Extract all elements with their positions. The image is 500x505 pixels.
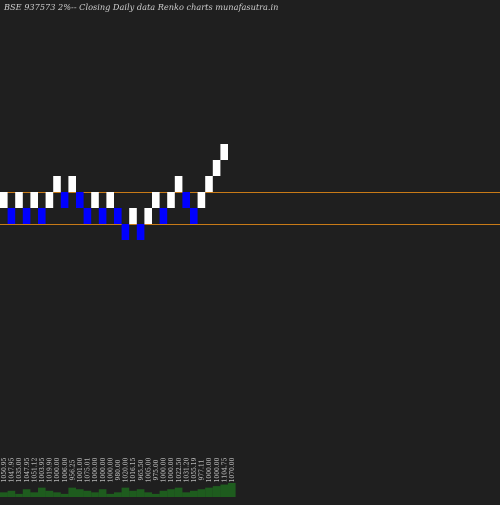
x-axis-label: 1000.00 xyxy=(214,457,221,482)
volume-bars xyxy=(0,483,236,497)
volume-bar xyxy=(30,492,38,497)
x-axis-label: 975.00 xyxy=(153,459,160,480)
renko-brick xyxy=(220,144,228,160)
renko-brick xyxy=(136,224,145,240)
volume-bar xyxy=(228,483,236,497)
x-axis-label: 1035.00 xyxy=(16,457,23,482)
x-axis-label: 1070.00 xyxy=(229,457,236,482)
volume-bar xyxy=(0,492,8,497)
x-axis-label: 1019.90 xyxy=(47,457,54,482)
renko-brick xyxy=(114,208,122,224)
x-axis-label: 1022.50 xyxy=(176,457,183,482)
x-axis-label: 1020.00 xyxy=(123,457,130,482)
volume-bar xyxy=(129,490,137,497)
renko-brick xyxy=(68,176,76,192)
x-axis-label: 1001.00 xyxy=(77,457,84,482)
renko-brick xyxy=(45,192,54,208)
x-axis-label: 1000.00 xyxy=(54,457,61,482)
x-axis-label: 977.11 xyxy=(199,460,206,481)
renko-brick xyxy=(159,208,168,224)
renko-brick xyxy=(0,192,8,208)
renko-brick xyxy=(152,192,160,208)
volume-bar xyxy=(212,486,221,497)
volume-bar xyxy=(152,493,160,497)
volume-bar xyxy=(220,484,228,497)
x-axis-label: 1000.00 xyxy=(100,457,107,482)
volume-bar xyxy=(167,489,175,497)
renko-brick xyxy=(167,192,175,208)
volume-bar xyxy=(114,492,122,497)
volume-bar xyxy=(38,487,46,497)
x-axis-label: 965.50 xyxy=(138,459,145,480)
renko-brick xyxy=(182,192,190,208)
volume-bar xyxy=(98,489,107,497)
renko-brick xyxy=(144,208,152,224)
x-axis-label: 1000.00 xyxy=(168,457,175,482)
volume-bar xyxy=(106,493,114,497)
renko-brick xyxy=(53,176,61,192)
x-axis-label: 1006.00 xyxy=(62,457,69,482)
x-axis-label: 1031.20 xyxy=(183,457,190,482)
volume-bar xyxy=(53,492,61,497)
renko-brick xyxy=(7,208,16,224)
volume-bar xyxy=(197,489,206,497)
x-axis-label: 1003.95 xyxy=(39,457,46,482)
x-axis-label: 980.00 xyxy=(115,459,122,480)
renko-brick xyxy=(83,208,92,224)
x-axis-label: 1016.15 xyxy=(130,457,137,482)
renko-bricks xyxy=(0,144,228,240)
volume-bar xyxy=(144,492,152,497)
volume-bar xyxy=(45,490,54,497)
x-axis-label: 1050.95 xyxy=(1,457,8,482)
chart-title: BSE 937573 2%-- Closing Daily data Renko… xyxy=(3,2,278,12)
x-axis-label: 1047.95 xyxy=(24,457,31,482)
volume-bar xyxy=(15,493,23,497)
x-axis-label: 956.25 xyxy=(69,459,76,480)
x-axis-labels: 1050.95 1047.95 1035.00 1047.95 1051.12 1003.… xyxy=(1,457,236,482)
volume-bar xyxy=(182,492,190,497)
renko-brick xyxy=(76,192,84,208)
volume-bar xyxy=(205,487,213,497)
x-axis-label: 1000.00 xyxy=(161,457,168,482)
renko-brick xyxy=(197,192,206,208)
x-axis-label: 1075.01 xyxy=(85,458,92,483)
volume-bar xyxy=(60,493,69,497)
volume-bar xyxy=(190,490,198,497)
volume-bar xyxy=(174,487,183,497)
volume-bar xyxy=(159,490,168,497)
renko-brick xyxy=(91,192,99,208)
volume-bar xyxy=(7,490,16,497)
volume-bar xyxy=(91,492,99,497)
renko-brick xyxy=(38,208,46,224)
volume-bar xyxy=(83,490,92,497)
renko-brick xyxy=(121,224,130,240)
volume-bar xyxy=(22,489,31,497)
x-axis-label: 1055.19 xyxy=(191,457,198,482)
volume-bar xyxy=(121,487,130,497)
x-axis-label: 1005.00 xyxy=(145,457,152,482)
renko-brick xyxy=(106,192,114,208)
x-axis-label: 1104.75 xyxy=(221,457,228,482)
volume-bar xyxy=(76,489,84,497)
renko-brick xyxy=(205,176,213,192)
renko-brick xyxy=(98,208,107,224)
renko-brick xyxy=(22,208,31,224)
renko-brick xyxy=(212,160,221,176)
renko-brick xyxy=(174,176,183,192)
volume-bar xyxy=(136,489,145,497)
x-axis-label: 1000.00 xyxy=(92,457,99,482)
renko-brick xyxy=(60,192,69,208)
renko-brick xyxy=(129,208,137,224)
x-axis-label: 1047.95 xyxy=(9,457,16,482)
renko-brick xyxy=(30,192,38,208)
x-axis-label: 1051.12 xyxy=(31,457,38,482)
renko-brick xyxy=(15,192,23,208)
volume-bar xyxy=(68,487,76,497)
renko-brick xyxy=(190,208,198,224)
x-axis-label: 1000.00 xyxy=(107,457,114,482)
x-axis-label: 1000.00 xyxy=(206,457,213,482)
